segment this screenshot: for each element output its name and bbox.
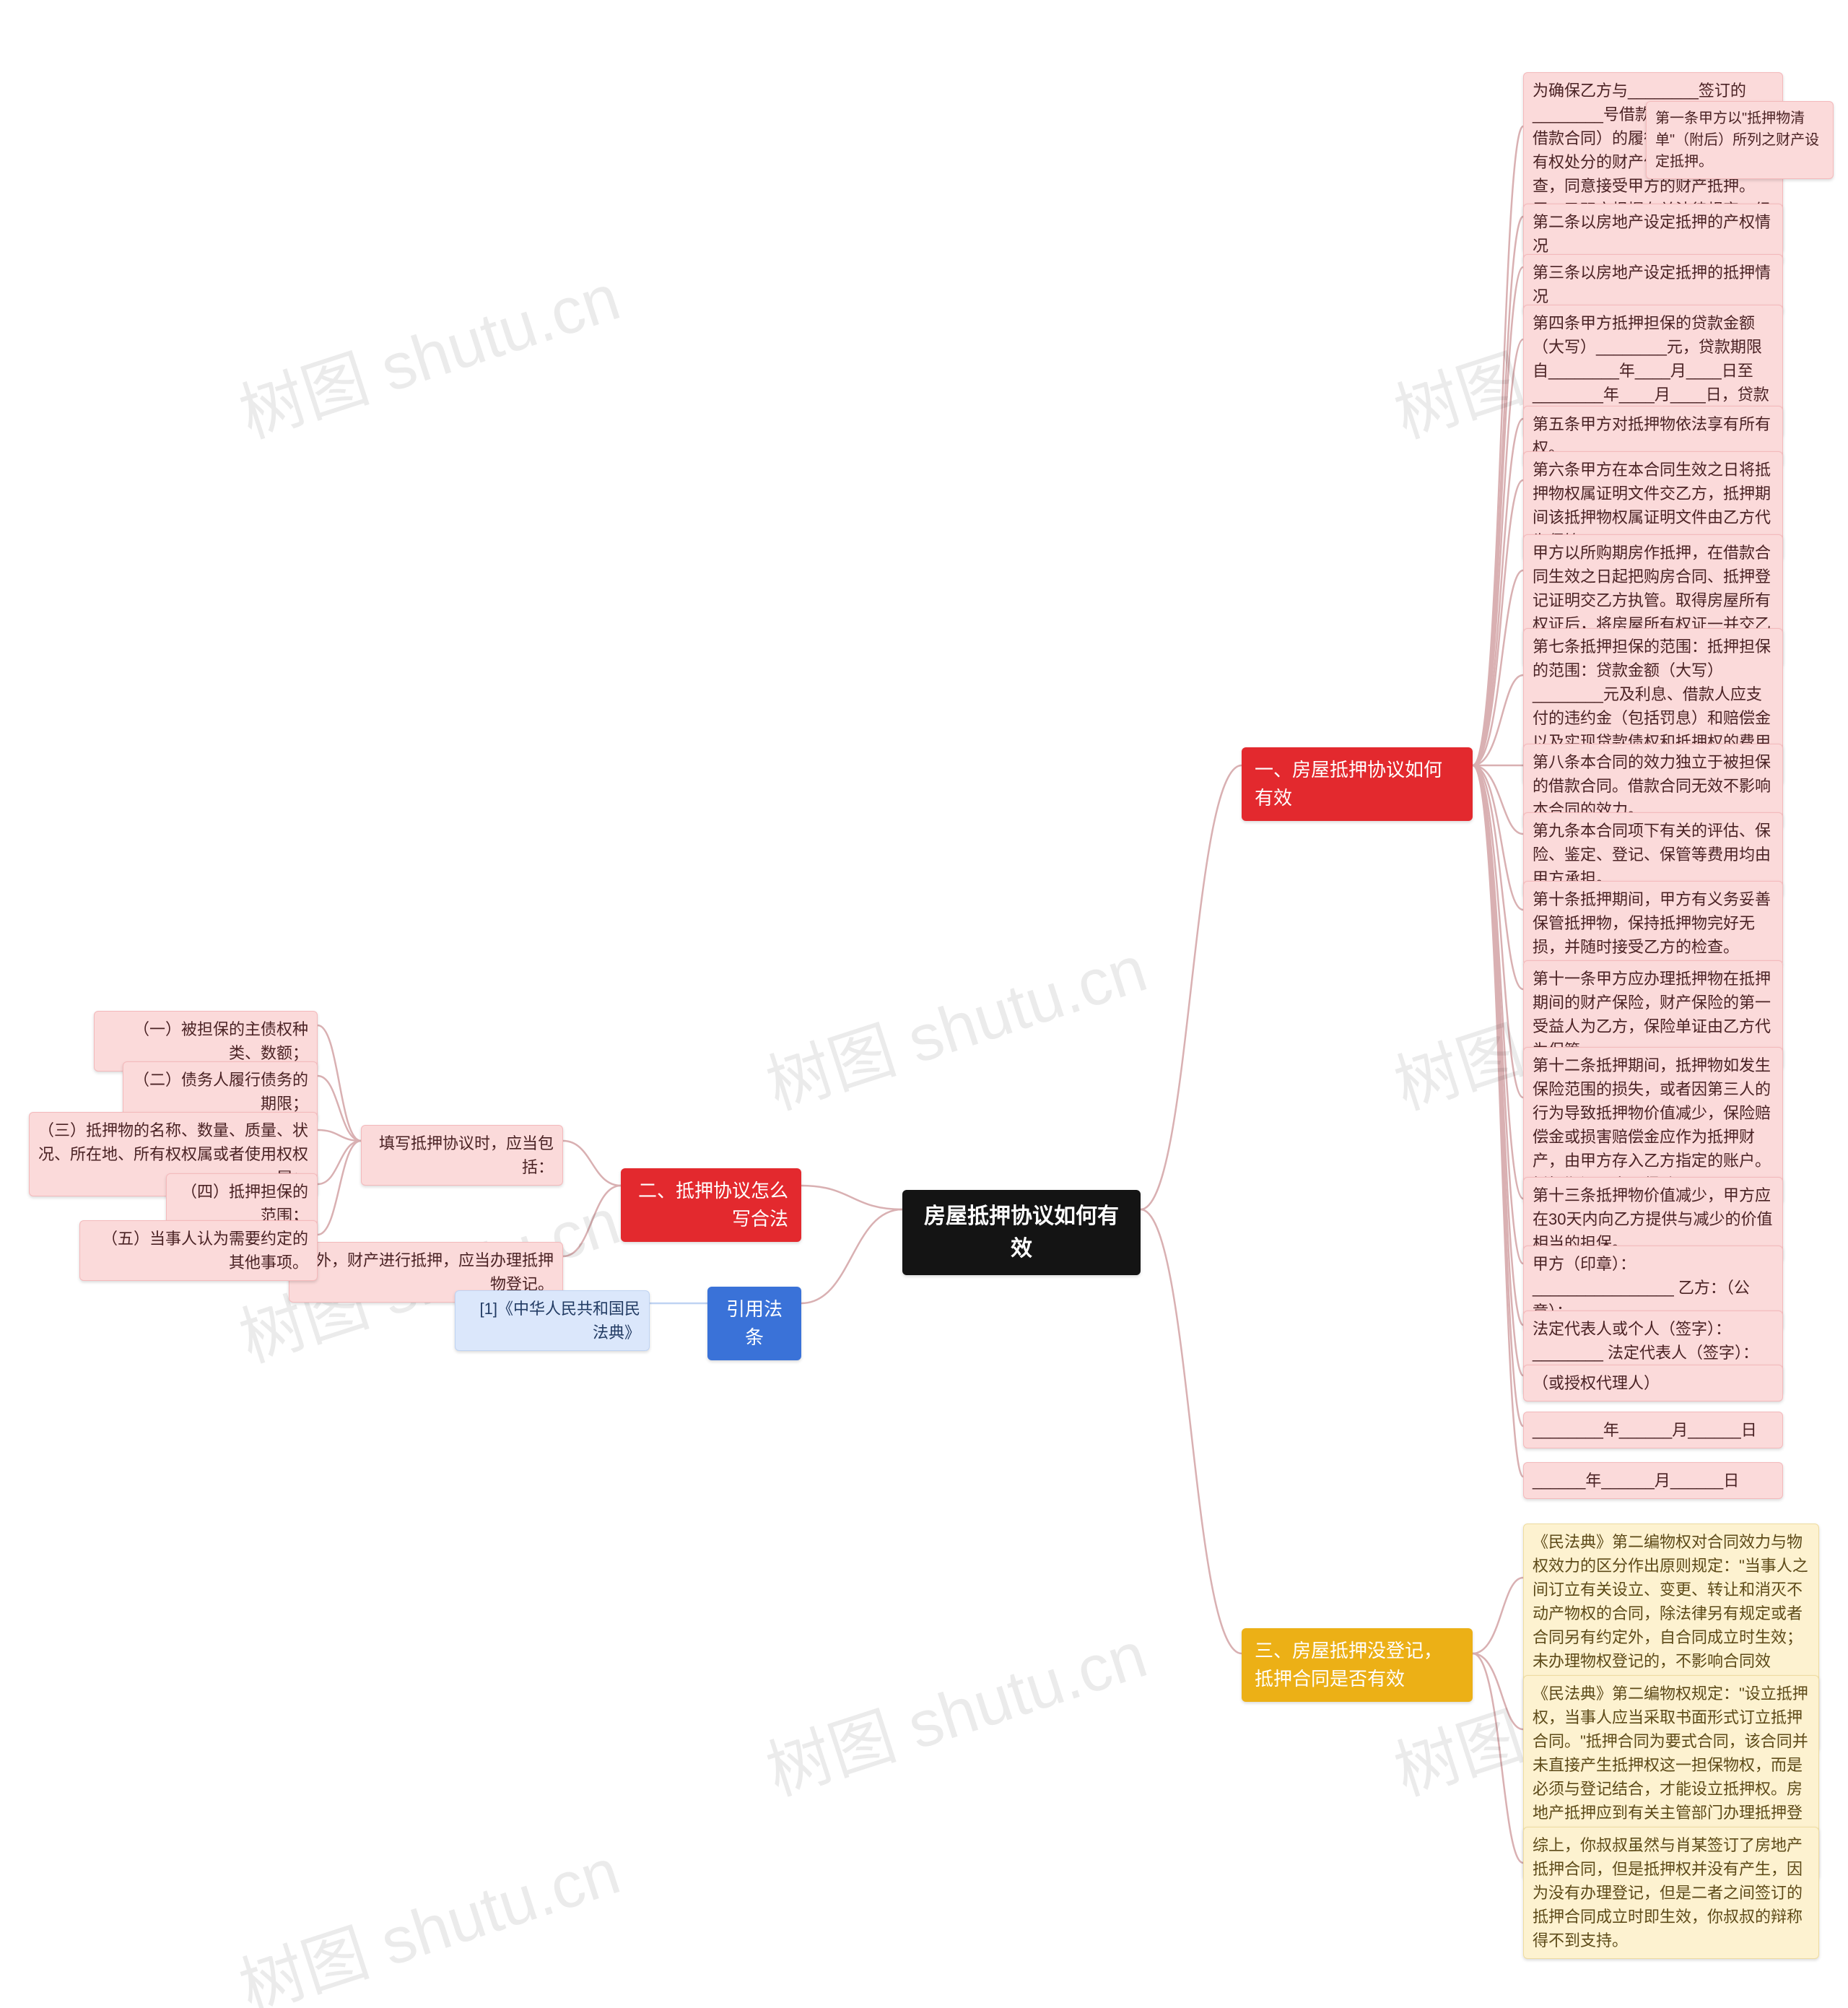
- watermark: 树图 shutu.cn: [226, 1819, 629, 2008]
- branch-1[interactable]: 一、房屋抵押协议如何有效: [1242, 747, 1473, 821]
- branch-2[interactable]: 二、抵押协议怎么写合法: [621, 1168, 801, 1242]
- branch1-item: ________年______月______日: [1523, 1412, 1783, 1448]
- branch2-sub1-item: （五）当事人认为需要约定的其他事项。: [79, 1220, 318, 1281]
- branch1-item: ______年______月______日: [1523, 1462, 1783, 1499]
- ref-item: [1]《中华人民共和国民法典》: [455, 1290, 650, 1351]
- branch3-item: 综上，你叔叔虽然与肖某签订了房地产抵押合同，但是抵押权并没有产生，因为没有办理登…: [1523, 1827, 1819, 1959]
- watermark: 树图 shutu.cn: [753, 916, 1156, 1127]
- watermark: 树图 shutu.cn: [753, 1602, 1156, 1813]
- watermark: 树图 shutu.cn: [226, 245, 629, 456]
- branch-ref[interactable]: 引用法条: [707, 1287, 801, 1360]
- branch1-item: 第十条抵押期间，甲方有义务妥善保管抵押物，保持抵押物完好无损，并随时接受乙方的检…: [1523, 881, 1783, 965]
- branch1-side-note: 第一条甲方以"抵押物清单"（附后）所列之财产设定抵押。: [1646, 101, 1834, 179]
- branch1-item: （或授权代理人）: [1523, 1365, 1783, 1401]
- branch2-sub1: 填写抵押协议时，应当包括：: [361, 1125, 563, 1186]
- branch-3[interactable]: 三、房屋抵押没登记，抵押合同是否有效: [1242, 1628, 1473, 1702]
- root-node[interactable]: 房屋抵押协议如何有效: [902, 1190, 1141, 1275]
